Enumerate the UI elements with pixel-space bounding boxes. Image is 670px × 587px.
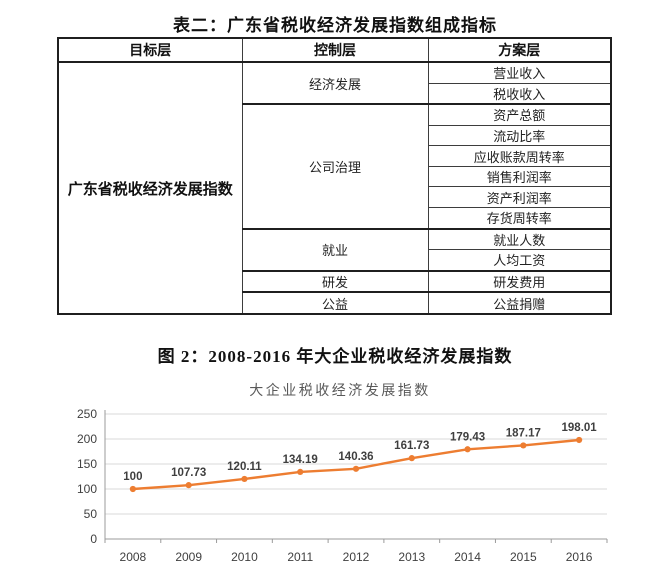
svg-text:2014: 2014: [454, 550, 481, 564]
scheme-cell: 公益捐赠: [427, 291, 612, 315]
scheme-cell: 研发费用: [427, 269, 612, 293]
svg-text:179.43: 179.43: [450, 431, 485, 443]
control-cell: 公司治理: [241, 103, 429, 230]
svg-text:120.11: 120.11: [227, 461, 262, 473]
table-title: 表二：广东省税收经济发展指数组成指标: [173, 16, 497, 35]
scheme-cell: 流动比率: [427, 124, 612, 147]
svg-text:0: 0: [90, 532, 97, 546]
table-row: 销售利润率: [58, 165, 612, 188]
scheme-cell: 就业人数: [427, 227, 612, 251]
control-cell: 研发: [241, 269, 429, 293]
svg-text:2012: 2012: [343, 550, 370, 564]
svg-text:150: 150: [77, 457, 97, 471]
figure-caption: 图 2：2008-2016 年大企业税收经济发展指数: [157, 347, 513, 366]
header-target-layer: 目标层: [57, 37, 243, 63]
scheme-cell: 资产总额: [427, 103, 612, 126]
svg-text:200: 200: [77, 432, 97, 446]
control-cell: 就业: [241, 227, 429, 272]
header-control-layer: 控制层: [241, 37, 429, 63]
svg-text:100: 100: [123, 471, 142, 483]
scheme-cell: 销售利润率: [427, 165, 612, 188]
svg-text:2016: 2016: [566, 550, 593, 564]
scheme-cell: 应收账款周转率: [427, 145, 612, 167]
header-scheme-layer: 方案层: [427, 37, 612, 63]
table-row: 人均工资: [58, 249, 612, 272]
scheme-cell: 资产利润率: [427, 186, 612, 208]
table-row: 公益 公益捐赠: [58, 291, 612, 315]
table-row: 就业 就业人数: [58, 227, 612, 272]
svg-text:50: 50: [84, 507, 98, 521]
svg-text:107.73: 107.73: [171, 467, 206, 479]
svg-text:2009: 2009: [175, 550, 202, 564]
svg-text:134.19: 134.19: [283, 454, 318, 466]
scheme-cell: 存货周转率: [427, 206, 612, 230]
target-layer-cell: 广东省税收经济发展指数: [57, 61, 243, 315]
chart-title: 大企业税收经济发展指数: [249, 382, 431, 398]
scheme-cell: 营业收入: [427, 61, 612, 84]
table-row: 广东省税收经济发展指数 经济发展 营业收入: [57, 61, 612, 315]
scheme-cell: 税收收入: [427, 82, 612, 105]
svg-text:2010: 2010: [231, 550, 258, 564]
svg-text:198.01: 198.01: [562, 422, 598, 434]
svg-text:2011: 2011: [287, 550, 313, 564]
table-row: 应收账款周转率: [58, 145, 612, 167]
table-header-row: 目标层 控制层 方案层: [57, 37, 612, 63]
svg-text:2015: 2015: [510, 550, 537, 564]
line-chart: 0 50 100 150 200 250 2008 2009 2010 2011 2012 2013 2…: [77, 407, 608, 564]
svg-text:187.17: 187.17: [506, 427, 541, 439]
control-cell: 公益: [241, 291, 429, 315]
svg-text:100: 100: [77, 482, 97, 496]
svg-text:2013: 2013: [398, 550, 425, 564]
control-cell: 经济发展: [241, 61, 429, 105]
scheme-cell: 人均工资: [427, 249, 612, 272]
index-composition-table: 目标层 控制层 方案层 广东省税收经济发展指数 经济发展 营业收入 税收收入 公…: [57, 37, 612, 315]
svg-text:250: 250: [77, 407, 97, 421]
svg-text:140.36: 140.36: [338, 451, 373, 463]
svg-text:161.73: 161.73: [394, 440, 429, 452]
svg-text:2008: 2008: [120, 550, 147, 564]
